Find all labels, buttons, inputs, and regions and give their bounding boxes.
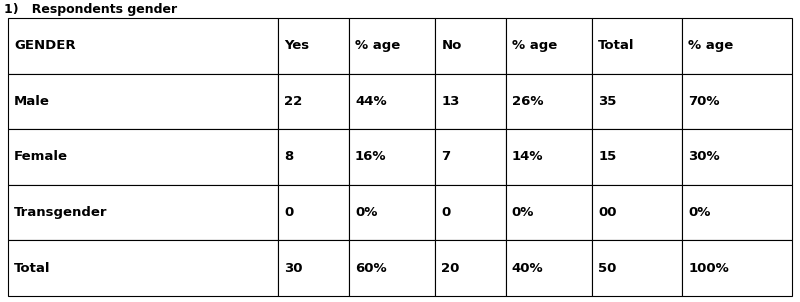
Bar (278, 240, 349, 296)
Bar (349, 185, 435, 240)
Text: % age: % age (512, 39, 557, 52)
Bar (506, 185, 592, 240)
Bar (592, 18, 682, 74)
Bar (8, 18, 278, 74)
Text: 35: 35 (598, 95, 617, 108)
Text: 40%: 40% (512, 262, 543, 275)
Text: No: No (442, 39, 462, 52)
Bar (506, 18, 592, 74)
Text: Transgender: Transgender (14, 206, 107, 219)
Bar (592, 74, 682, 129)
Text: 14%: 14% (512, 150, 543, 163)
Bar (8, 129, 278, 185)
Text: 13: 13 (442, 95, 460, 108)
Bar (349, 129, 435, 185)
Bar (682, 185, 792, 240)
Text: Total: Total (598, 39, 634, 52)
Text: 00: 00 (598, 206, 617, 219)
Bar (592, 185, 682, 240)
Text: 30: 30 (285, 262, 303, 275)
Bar (278, 129, 349, 185)
Bar (592, 240, 682, 296)
Text: Male: Male (14, 95, 50, 108)
Bar (682, 129, 792, 185)
Text: 0: 0 (285, 206, 294, 219)
Bar (506, 240, 592, 296)
Bar (506, 74, 592, 129)
Bar (682, 18, 792, 74)
Bar (435, 185, 506, 240)
Bar (8, 185, 278, 240)
Text: % age: % age (688, 39, 734, 52)
Text: 1)   Respondents gender: 1) Respondents gender (4, 3, 177, 16)
Text: 44%: 44% (355, 95, 386, 108)
Text: 7: 7 (442, 150, 450, 163)
Bar (278, 74, 349, 129)
Bar (349, 18, 435, 74)
Text: 0: 0 (442, 206, 450, 219)
Bar (592, 129, 682, 185)
Bar (506, 129, 592, 185)
Text: 70%: 70% (688, 95, 720, 108)
Bar (435, 129, 506, 185)
Bar (278, 185, 349, 240)
Text: Total: Total (14, 262, 50, 275)
Text: 0%: 0% (512, 206, 534, 219)
Bar (435, 240, 506, 296)
Text: GENDER: GENDER (14, 39, 76, 52)
Text: 16%: 16% (355, 150, 386, 163)
Text: 15: 15 (598, 150, 616, 163)
Text: 22: 22 (285, 95, 302, 108)
Text: 8: 8 (285, 150, 294, 163)
Text: % age: % age (355, 39, 400, 52)
Text: 60%: 60% (355, 262, 386, 275)
Bar (435, 74, 506, 129)
Bar (435, 18, 506, 74)
Text: 50: 50 (598, 262, 617, 275)
Text: Yes: Yes (285, 39, 310, 52)
Bar (682, 240, 792, 296)
Text: 100%: 100% (688, 262, 729, 275)
Text: 20: 20 (442, 262, 460, 275)
Bar (349, 74, 435, 129)
Text: 26%: 26% (512, 95, 543, 108)
Bar (278, 18, 349, 74)
Text: Female: Female (14, 150, 68, 163)
Text: 30%: 30% (688, 150, 720, 163)
Text: 0%: 0% (688, 206, 710, 219)
Bar (8, 240, 278, 296)
Bar (349, 240, 435, 296)
Text: 0%: 0% (355, 206, 378, 219)
Bar (682, 74, 792, 129)
Bar (8, 74, 278, 129)
